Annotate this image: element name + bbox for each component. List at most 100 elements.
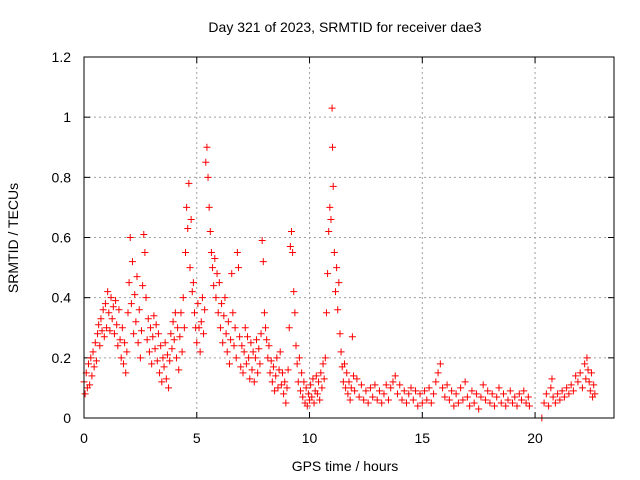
data-point (134, 339, 142, 347)
data-point (481, 396, 489, 404)
data-point (345, 378, 353, 386)
data-point (223, 348, 231, 356)
data-point (219, 339, 227, 347)
data-point (284, 366, 292, 374)
data-point (211, 255, 219, 263)
data-point (95, 321, 103, 329)
data-point (228, 270, 236, 278)
data-point (213, 270, 221, 278)
data-point (161, 339, 169, 347)
data-point (506, 387, 514, 395)
data-point (195, 324, 203, 332)
data-point (502, 402, 510, 410)
data-point (290, 288, 298, 296)
data-point (88, 372, 96, 380)
data-point (322, 309, 330, 317)
data-point (475, 405, 483, 413)
data-point (548, 375, 556, 383)
data-point (587, 369, 595, 377)
data-point (581, 360, 589, 368)
data-point (488, 390, 496, 398)
data-point (583, 354, 591, 362)
data-point (128, 258, 136, 266)
data-point (382, 381, 390, 389)
data-point (127, 300, 135, 308)
data-point (238, 342, 246, 350)
data-point (384, 396, 392, 404)
data-point (515, 390, 523, 398)
data-point (140, 230, 148, 238)
data-point (136, 354, 144, 362)
data-point (497, 399, 505, 407)
data-point (434, 369, 442, 377)
data-point (549, 393, 557, 401)
data-point (131, 291, 139, 299)
data-point (400, 387, 408, 395)
data-point (280, 390, 288, 398)
data-point (331, 288, 339, 296)
data-point (135, 306, 143, 314)
data-point (319, 360, 327, 368)
data-point (567, 381, 575, 389)
data-point (343, 369, 351, 377)
chart-title: Day 321 of 2023, SRMTID for receiver dae… (208, 19, 481, 35)
data-point (525, 402, 533, 410)
data-point (320, 375, 328, 383)
data-point (416, 390, 424, 398)
data-point (250, 378, 258, 386)
data-point (85, 360, 93, 368)
data-point (346, 396, 354, 404)
data-point (230, 342, 238, 350)
data-point (130, 330, 138, 338)
data-point (479, 381, 487, 389)
data-point (315, 378, 323, 386)
data-point (205, 203, 213, 211)
data-point (263, 336, 271, 344)
data-point (439, 384, 447, 392)
data-point (504, 396, 512, 404)
x-tick-label: 5 (193, 430, 201, 446)
data-point (470, 399, 478, 407)
y-tick-label: 1 (63, 109, 71, 125)
data-point (310, 399, 318, 407)
y-tick-label: 0.4 (52, 290, 72, 306)
data-point (262, 324, 270, 332)
data-point (360, 396, 368, 404)
data-point (141, 249, 149, 257)
data-point (160, 363, 168, 371)
data-point (584, 366, 592, 374)
data-point (202, 158, 210, 166)
x-tick-label: 20 (527, 430, 543, 446)
data-point (222, 330, 230, 338)
data-point (457, 384, 465, 392)
x-axis-title: GPS time / hours (292, 458, 399, 474)
data-point (450, 402, 458, 410)
data-point (558, 387, 566, 395)
data-point (289, 249, 297, 257)
data-point (154, 330, 162, 338)
data-point (224, 318, 232, 326)
data-point (180, 324, 188, 332)
data-point (369, 393, 377, 401)
data-point (203, 143, 211, 151)
data-point (303, 402, 311, 410)
data-point (391, 372, 399, 380)
data-point (236, 333, 244, 341)
data-point (490, 402, 498, 410)
data-point (191, 309, 199, 317)
data-point (468, 387, 476, 395)
data-point (293, 360, 301, 368)
data-point (335, 279, 343, 287)
data-point (100, 333, 108, 341)
data-point (168, 345, 176, 353)
data-point (106, 327, 114, 335)
data-point (96, 342, 104, 350)
data-point (297, 387, 305, 395)
data-point (362, 387, 370, 395)
data-point (170, 336, 178, 344)
data-point (188, 288, 196, 296)
data-point (304, 390, 312, 398)
data-point (81, 390, 89, 398)
data-point (142, 294, 150, 302)
data-point (387, 384, 395, 392)
